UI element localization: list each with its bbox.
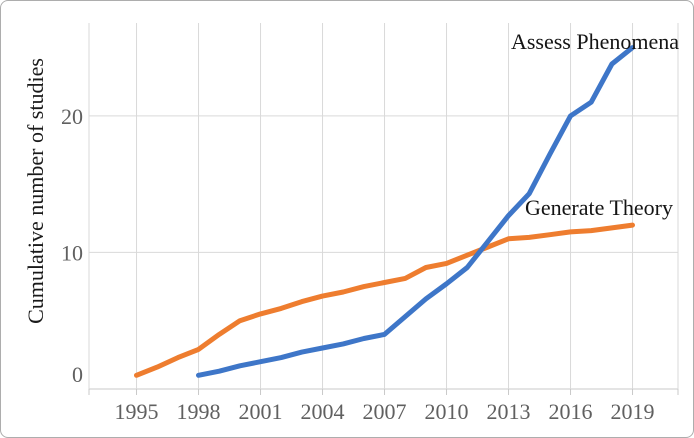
y-tick-label: 10 xyxy=(61,240,83,265)
x-tick-label: 1995 xyxy=(115,399,159,424)
series-label-generate-theory: Generate Theory xyxy=(524,195,673,220)
x-tick-label: 2019 xyxy=(611,399,655,424)
x-tick-label: 2001 xyxy=(239,399,283,424)
x-tick-label: 2013 xyxy=(487,399,531,424)
y-tick-label: 0 xyxy=(72,362,83,387)
x-tick-label: 1998 xyxy=(177,399,221,424)
x-tick-label: 2016 xyxy=(549,399,593,424)
series-label-assess-phenomena: Assess Phenomena xyxy=(510,29,679,54)
y-tick-label: 20 xyxy=(61,104,83,129)
x-tick-label: 2004 xyxy=(301,399,345,424)
x-tick-label: 2010 xyxy=(425,399,469,424)
series-line-generate-theory xyxy=(134,222,635,378)
series-line-assess-phenomena xyxy=(196,45,635,378)
x-tick-label: 2007 xyxy=(363,399,407,424)
y-axis-title: Cumulative number of studies xyxy=(23,58,48,324)
